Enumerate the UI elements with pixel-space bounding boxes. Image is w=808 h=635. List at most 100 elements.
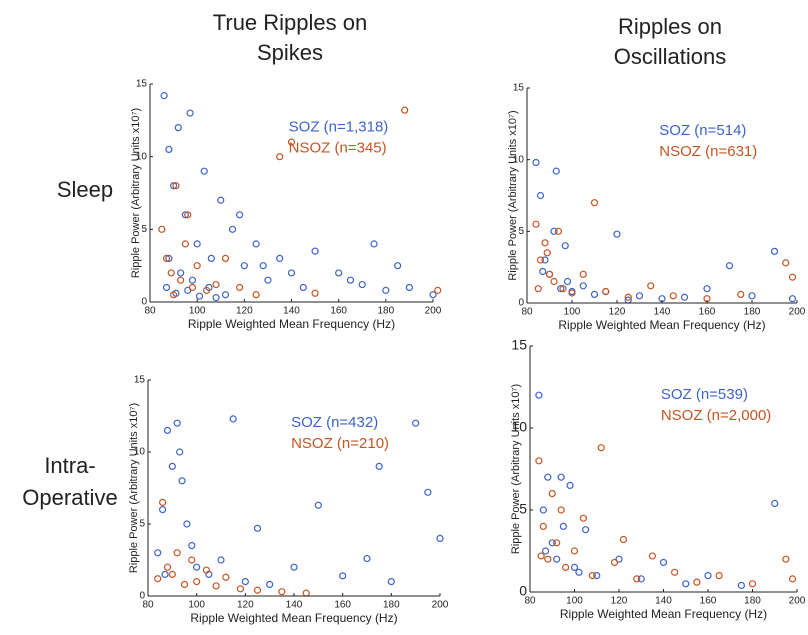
y-tick-label: 5 <box>519 501 527 517</box>
scatter-point <box>154 549 162 557</box>
y-tick-label: 5 <box>141 224 147 235</box>
scatter-point <box>259 262 267 270</box>
scatter-point <box>550 277 558 286</box>
scatter-point <box>557 473 565 481</box>
legend-entry: SOZ (n=1,318) <box>289 119 389 136</box>
scatter-point <box>358 280 366 289</box>
scatter-point <box>541 256 549 264</box>
legend-entry: NSOZ (n=631) <box>659 143 757 160</box>
scatter-point <box>217 556 225 564</box>
scatter-point <box>299 283 307 292</box>
scatter-point <box>222 573 230 581</box>
scatter-point <box>370 240 378 248</box>
scatter-point <box>387 577 395 586</box>
x-tick-label: 200 <box>789 307 806 318</box>
scatter-point <box>669 292 677 300</box>
scatter-point <box>217 196 225 204</box>
x-tick-label: 140 <box>286 600 303 611</box>
x-tick-label: 80 <box>524 596 536 607</box>
x-tick-label: 200 <box>432 600 449 611</box>
scatter-point <box>339 572 347 580</box>
x-tick-label: 80 <box>144 306 156 317</box>
legend-entry: SOZ (n=432) <box>291 414 378 431</box>
scatter-point <box>770 247 779 255</box>
scatter-point <box>287 138 296 146</box>
x-axis-label: Ripple Weighted Mean Frequency (Hz) <box>558 318 765 332</box>
scatter-point <box>183 520 191 528</box>
y-tick-label: 15 <box>511 337 527 353</box>
y-tick-label: 10 <box>513 154 525 165</box>
scatter-point <box>782 555 790 563</box>
scatter-point <box>545 270 554 278</box>
scatter-point <box>203 286 211 294</box>
scatter-point <box>635 292 644 300</box>
scatter-point <box>557 506 565 514</box>
scatter-point <box>536 256 545 264</box>
scatter-point <box>169 291 178 299</box>
x-tick-label: 180 <box>383 600 400 611</box>
y-axis-label: Ripple Power (Arbitrary Units x10⁷) <box>128 403 140 573</box>
x-tick-label: 160 <box>699 307 716 318</box>
scatter-point <box>559 285 567 293</box>
scatter-point <box>534 285 542 293</box>
scatter-point <box>207 254 215 262</box>
scatter-point <box>311 247 319 255</box>
scatter-point <box>570 563 579 572</box>
x-tick-label: 180 <box>744 596 761 607</box>
scatter-point <box>590 199 599 207</box>
scatter-point <box>532 220 540 228</box>
scatter-point <box>782 259 790 267</box>
scatter-point <box>748 292 756 300</box>
scatter-point <box>535 457 543 465</box>
x-tick-label: 100 <box>188 600 205 611</box>
y-tick-label: 0 <box>139 591 145 602</box>
y-tick-label: 5 <box>518 226 524 237</box>
scatter-point <box>682 580 690 588</box>
scatter-point <box>276 254 284 262</box>
scatter-point <box>173 419 181 427</box>
y-tick-label: 10 <box>136 151 148 162</box>
scatter-point <box>582 526 590 534</box>
scatter-point <box>548 539 556 547</box>
scatter-point <box>195 292 204 300</box>
scatter-point <box>593 571 601 580</box>
scatter-point <box>193 262 201 270</box>
scatter-point <box>579 282 587 290</box>
scatter-point <box>544 555 552 563</box>
scatter-point <box>436 534 444 543</box>
scatter-point <box>221 254 230 262</box>
scatter-point <box>659 558 668 567</box>
x-tick-label: 80 <box>142 600 154 611</box>
scatter-point <box>253 586 262 594</box>
scatter-point <box>648 552 656 560</box>
scatter-point <box>429 291 437 299</box>
scatter-point <box>424 488 432 496</box>
scatter-point <box>412 419 420 427</box>
scatter-point <box>394 262 402 270</box>
x-axis-label: Ripple Weighted Mean Frequency (Hz) <box>190 611 397 625</box>
y-tick-label: 0 <box>519 583 527 599</box>
scatter-point <box>579 514 588 522</box>
y-axis-label: Ripple Power (Arbitrary Units x10⁷) <box>507 110 519 280</box>
scatter-point <box>236 585 245 593</box>
scatter-point <box>788 295 797 303</box>
scatter-point <box>536 191 545 200</box>
scatter-point <box>532 158 540 167</box>
scatter-point <box>539 522 547 531</box>
scatter-point <box>382 286 390 294</box>
row-label: Intra-Operative <box>22 453 118 510</box>
scatter-point <box>253 524 262 532</box>
scatter-point <box>597 444 605 452</box>
scatter-point <box>737 581 745 590</box>
x-tick-label: 200 <box>425 306 442 317</box>
scatter-point <box>173 549 181 557</box>
x-tick-label: 180 <box>377 306 394 317</box>
scatter-point <box>704 571 712 580</box>
x-tick-label: 140 <box>283 306 300 317</box>
scatter-point <box>165 254 173 262</box>
scatter-point <box>302 589 310 597</box>
scatter-point <box>229 415 237 423</box>
scatter-point <box>771 499 779 508</box>
scatter-point <box>181 240 189 248</box>
